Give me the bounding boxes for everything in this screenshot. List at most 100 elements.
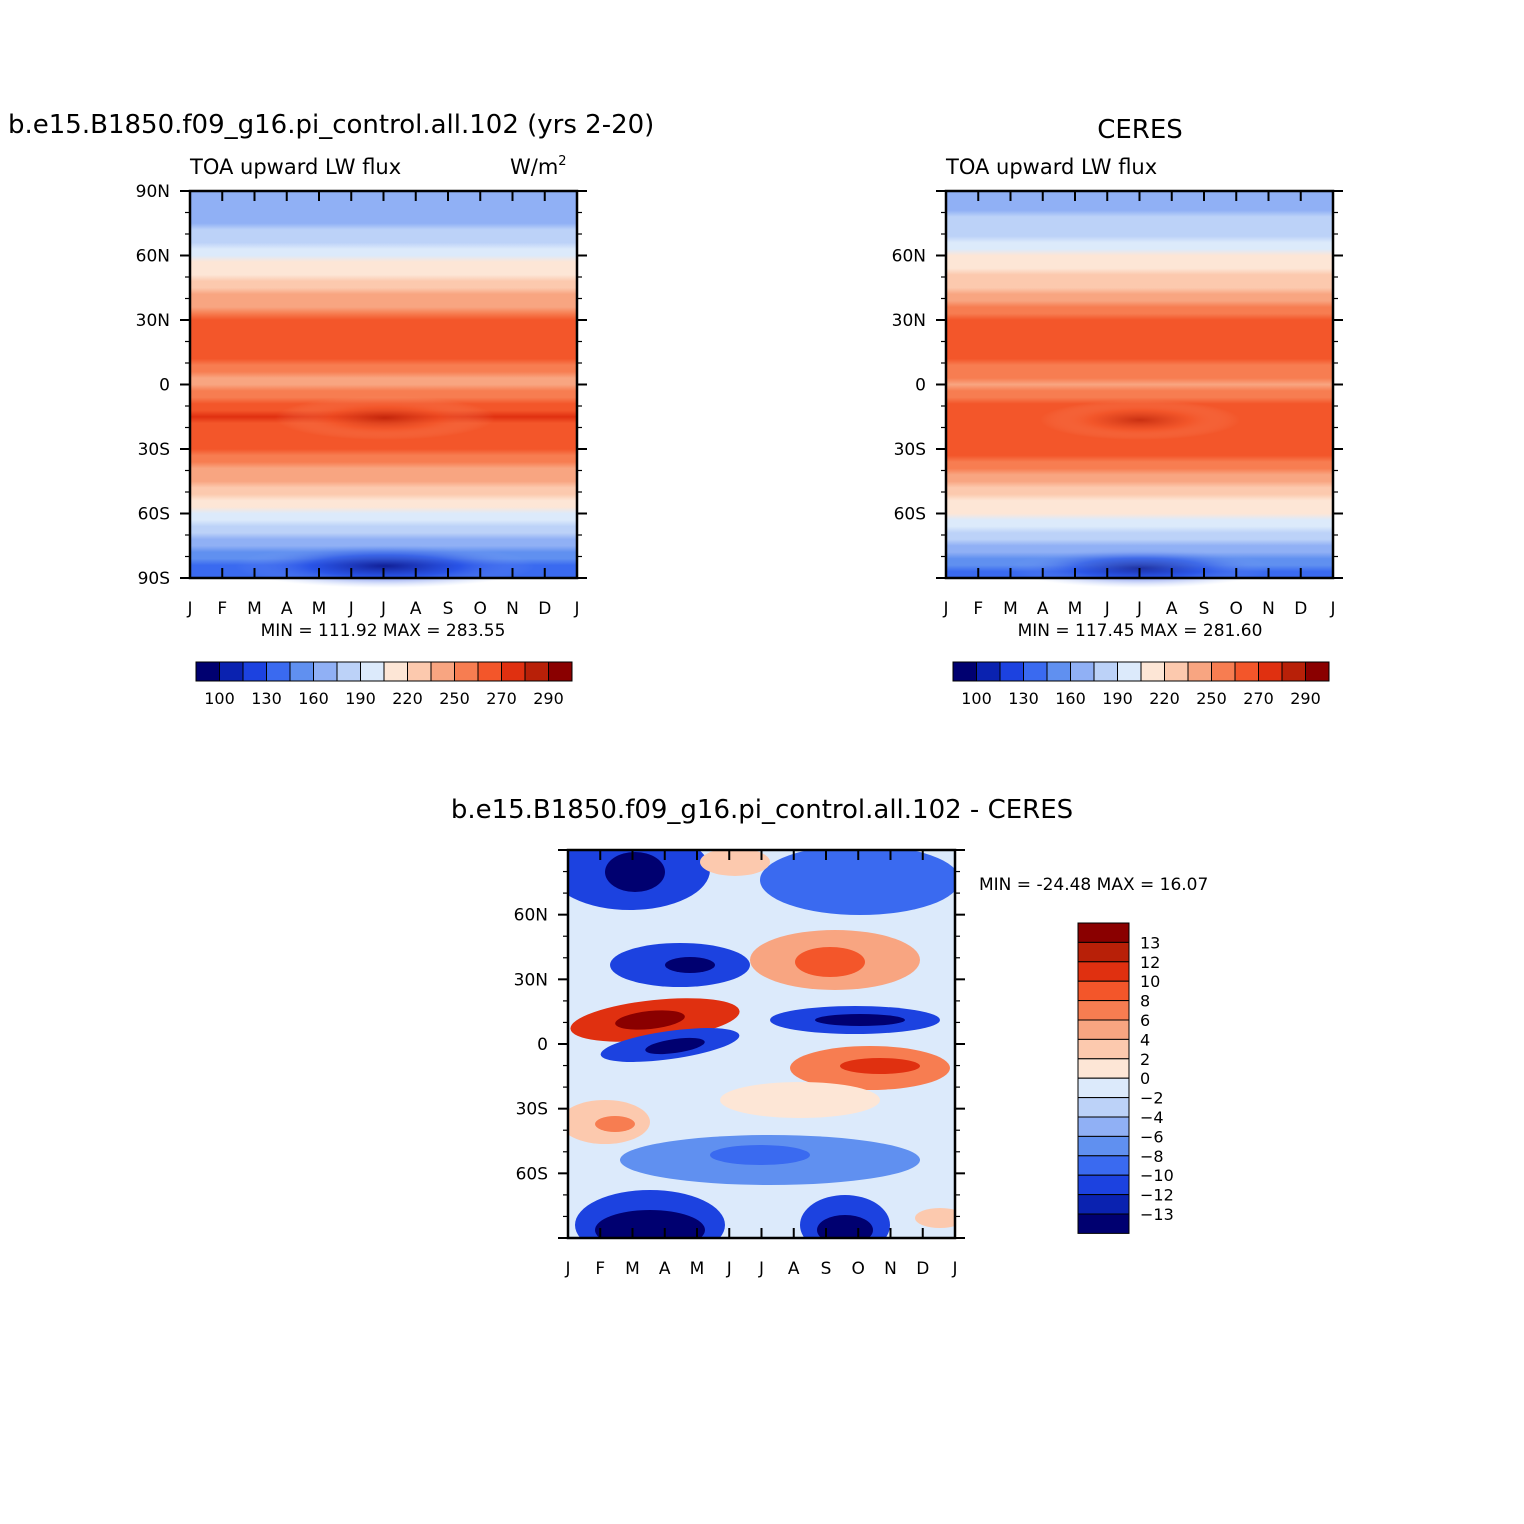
ceres-variable-label: TOA upward LW flux — [945, 155, 1157, 179]
diff-north-cold-core — [605, 852, 665, 892]
colorbar-label: 100 — [204, 689, 235, 708]
x-tick-label: O — [1230, 599, 1243, 619]
x-tick-label: M — [1068, 599, 1083, 619]
y-tick-label: 30S — [138, 440, 170, 460]
colorbar-box — [548, 661, 573, 682]
colorbar-box — [289, 661, 314, 682]
colorbar-box — [1077, 961, 1130, 982]
colorbar-label: 250 — [439, 689, 470, 708]
colorbar-box — [1234, 661, 1259, 682]
colorbar-box — [1077, 1097, 1130, 1118]
x-tick-label: F — [595, 1259, 605, 1279]
colorbar-label: 190 — [345, 689, 376, 708]
colorbar-label: 160 — [1055, 689, 1086, 708]
x-tick-label: J — [186, 599, 192, 619]
x-tick-label: S — [443, 599, 454, 619]
colorbar-box — [1077, 980, 1130, 1002]
colorbar-box — [195, 661, 220, 682]
diff-eq-cold-right-core — [815, 1014, 905, 1026]
colorbar-box — [1077, 1174, 1130, 1196]
colorbar-box — [1187, 661, 1212, 682]
y-tick-label: 30S — [894, 440, 926, 460]
x-tick-label: M — [690, 1259, 705, 1279]
colorbar-box — [1281, 661, 1306, 682]
x-tick-label: M — [312, 599, 327, 619]
colorbar-label: 270 — [1243, 689, 1274, 708]
diff-south-warm-core — [595, 1116, 635, 1132]
colorbar-box — [1077, 941, 1130, 963]
colorbar-label: 13 — [1140, 933, 1160, 952]
x-tick-label: A — [788, 1259, 800, 1279]
y-tick-label: 0 — [537, 1035, 548, 1055]
y-tick-label: 0 — [915, 376, 926, 396]
colorbar-box — [383, 661, 408, 682]
colorbar-box — [477, 661, 502, 682]
colorbar-box — [266, 661, 291, 682]
model-title: b.e15.B1850.f09_g16.pi_control.all.102 (… — [8, 110, 654, 140]
model-panel: b.e15.B1850.f09_g16.pi_control.all.102 (… — [8, 110, 654, 708]
x-tick-label: D — [538, 599, 551, 619]
diff-midlat-cold-core — [665, 957, 715, 973]
colorbar-box — [1077, 1194, 1130, 1215]
model-cold-blob — [235, 544, 535, 588]
colorbar-label: −10 — [1140, 1166, 1174, 1185]
x-tick-label: N — [884, 1259, 897, 1279]
colorbar-box — [1258, 661, 1283, 682]
y-tick-label: 30N — [892, 311, 926, 331]
x-tick-label: J — [1136, 599, 1142, 619]
colorbar-box — [1070, 661, 1095, 682]
colorbar-box — [454, 661, 479, 682]
colorbar-label: 130 — [251, 689, 282, 708]
x-tick-label: F — [217, 599, 227, 619]
colorbar-label: 6 — [1140, 1011, 1150, 1030]
x-tick-label: S — [821, 1259, 832, 1279]
colorbar-box — [1077, 1058, 1130, 1079]
x-tick-label: A — [281, 599, 293, 619]
diff-south-cold-band-core — [710, 1145, 810, 1165]
colorbar-box — [407, 661, 432, 682]
colorbar-label: 2 — [1140, 1050, 1150, 1069]
diff-midlat-warm-core — [795, 947, 865, 977]
model-variable-label: TOA upward LW flux — [189, 155, 401, 179]
colorbar-label: −4 — [1140, 1108, 1164, 1127]
y-tick-label: 60S — [138, 505, 170, 525]
model-field — [190, 191, 577, 578]
x-tick-label: F — [973, 599, 983, 619]
x-tick-label: J — [758, 1259, 764, 1279]
x-tick-label: J — [1329, 599, 1335, 619]
colorbar-box — [1117, 661, 1142, 682]
colorbar-box — [999, 661, 1024, 682]
x-tick-label: J — [380, 599, 386, 619]
colorbar-label: −6 — [1140, 1127, 1164, 1146]
colorbar-box — [430, 661, 455, 682]
x-tick-label: J — [942, 599, 948, 619]
colorbar-box — [360, 661, 385, 682]
model-units-label: W/m2 — [510, 154, 567, 179]
diff-south-warm-right — [720, 1082, 880, 1118]
y-tick-label: 30N — [136, 311, 170, 331]
colorbar-box — [1023, 661, 1048, 682]
colorbar-box — [501, 661, 526, 682]
colorbar-box — [1305, 661, 1330, 682]
model-colorbar: 100 130 160 190 220 250 270 290 — [195, 661, 573, 708]
x-tick-label: O — [852, 1259, 865, 1279]
model-warm-blob — [275, 396, 495, 440]
x-tick-label: J — [951, 1259, 957, 1279]
colorbar-label: 220 — [1149, 689, 1180, 708]
colorbar-box — [1077, 1155, 1130, 1176]
x-tick-label: A — [410, 599, 422, 619]
colorbar-label: −13 — [1140, 1205, 1174, 1224]
y-tick-label: 60N — [136, 247, 170, 267]
colorbar-box — [1077, 1000, 1130, 1021]
x-tick-label: J — [348, 599, 354, 619]
x-tick-label: O — [474, 599, 487, 619]
colorbar-box — [1077, 922, 1130, 943]
colorbar-label: 4 — [1140, 1030, 1150, 1049]
colorbar-box — [952, 661, 977, 682]
difference-panel: b.e15.B1850.f09_g16.pi_control.all.102 -… — [451, 795, 1209, 1279]
colorbar-box — [976, 661, 1001, 682]
